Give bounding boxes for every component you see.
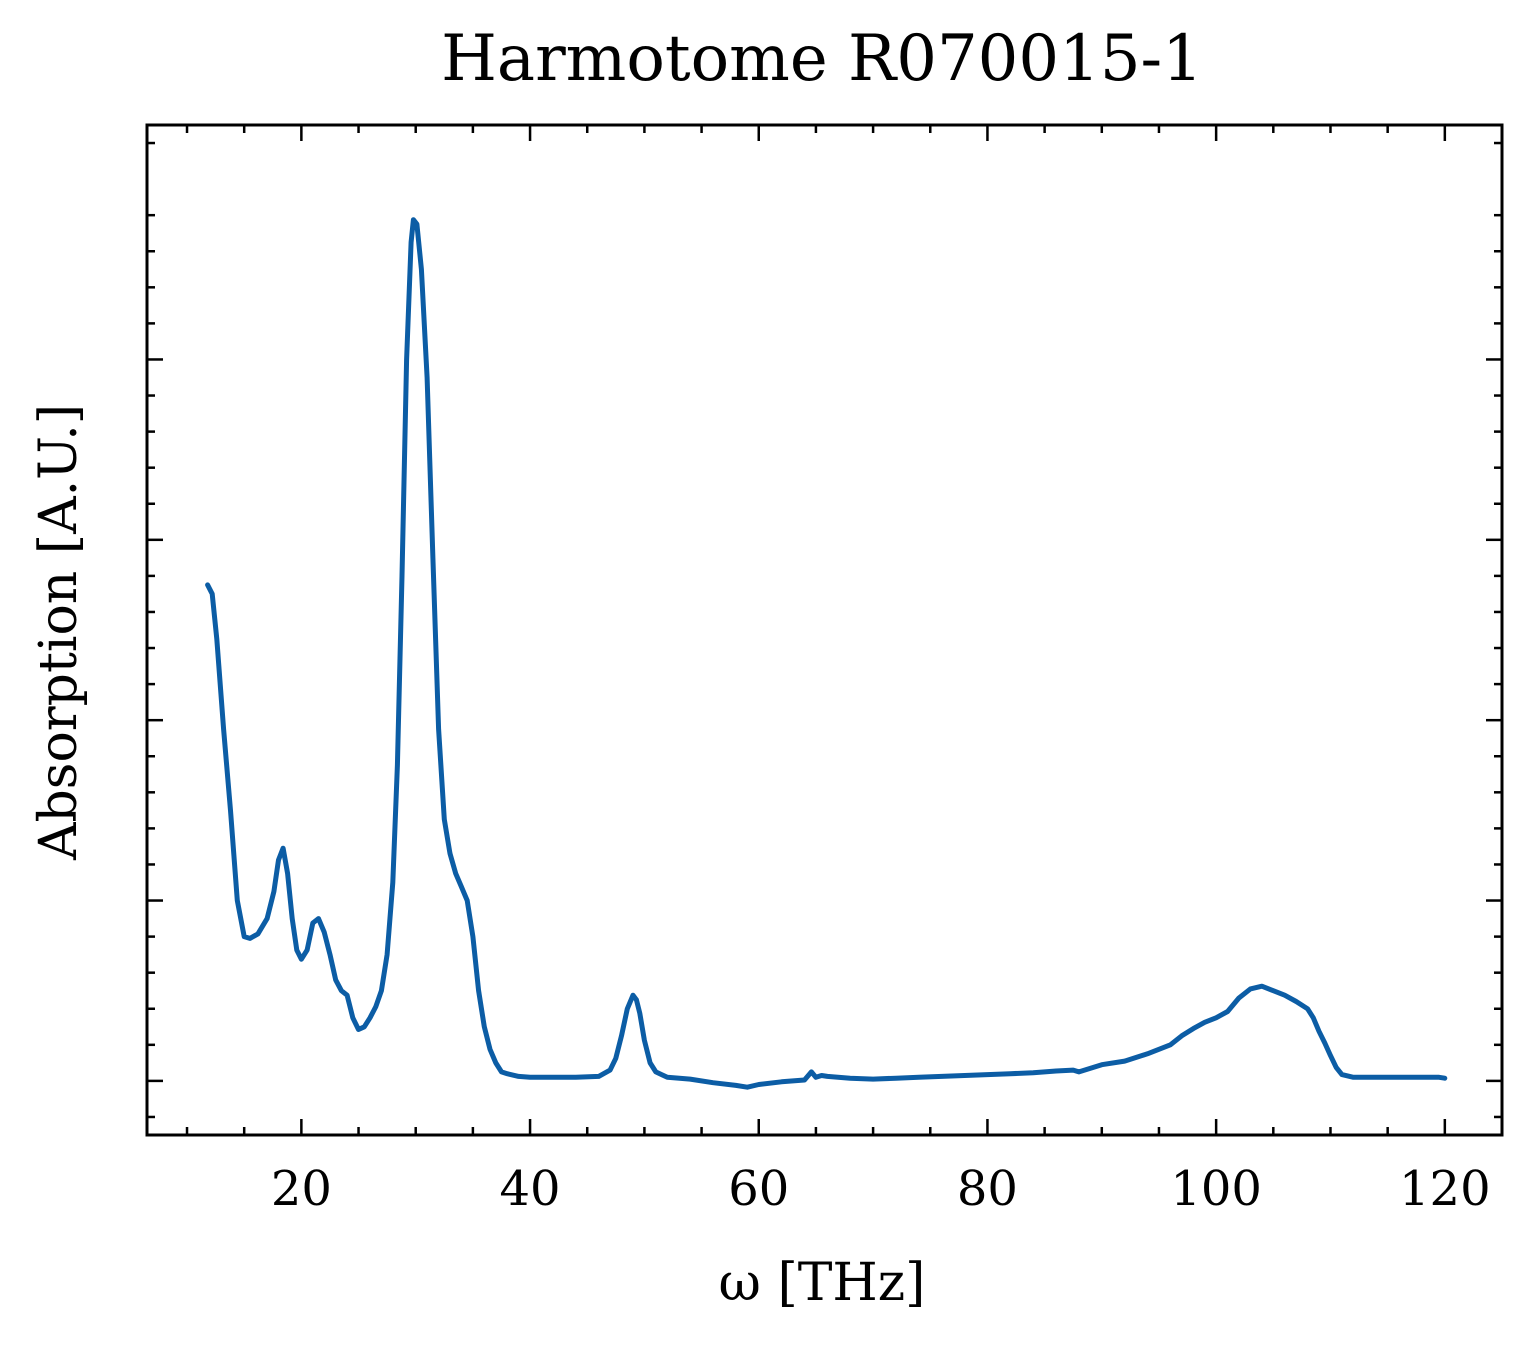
chart-title: Harmotome R070015-1 [441,22,1203,96]
x-tick-label: 100 [1170,1161,1262,1217]
y-axis-label: Absorption [A.U.] [29,404,89,861]
x-tick-label: 80 [957,1161,1018,1217]
x-tick-label: 60 [728,1161,789,1217]
x-tick-label: 20 [271,1161,332,1217]
axis-ticks [147,125,1504,1135]
data-series-line [205,217,1448,1090]
x-tick-label: 120 [1399,1161,1491,1217]
x-tick-labels: 20 40 60 80 100 120 [271,1161,1491,1217]
x-axis-label: ω [THz] [719,1253,926,1313]
x-tick-label: 40 [500,1161,561,1217]
plot-frame [145,123,1504,1137]
